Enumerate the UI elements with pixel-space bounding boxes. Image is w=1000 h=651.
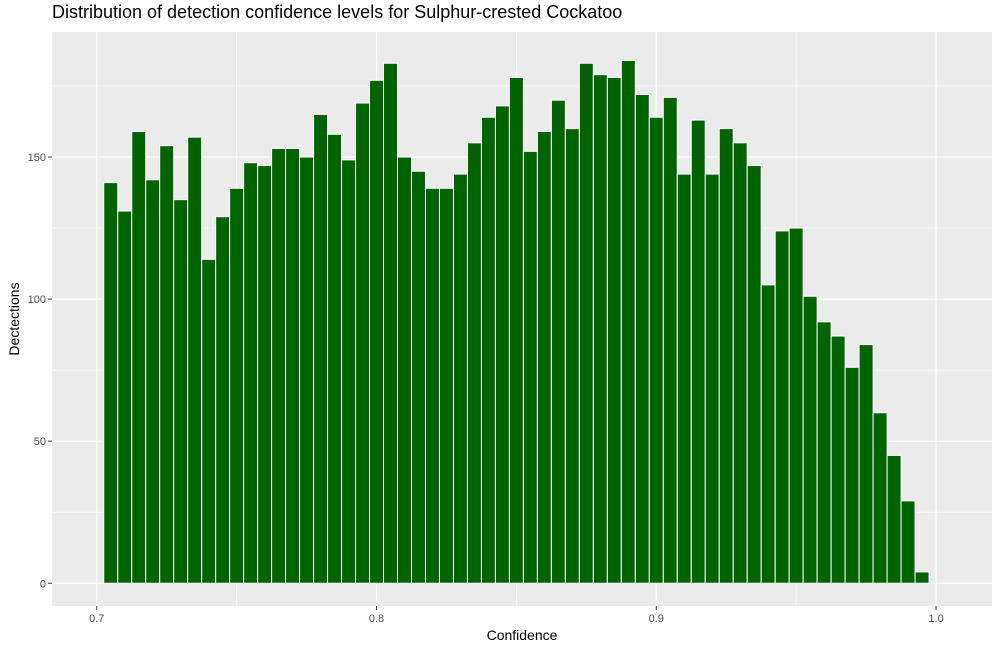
histogram-bar — [299, 156, 315, 584]
histogram-bar — [131, 130, 147, 584]
histogram-bar — [816, 321, 832, 584]
histogram-bar — [830, 335, 846, 584]
x-tick-label: 0.7 — [89, 613, 104, 625]
histogram-bar — [341, 159, 357, 584]
histogram-bar — [606, 76, 622, 584]
histogram-bar — [508, 76, 524, 584]
histogram-bar — [578, 62, 594, 584]
histogram-bar — [327, 133, 343, 584]
histogram-bar — [355, 102, 371, 584]
histogram-bar — [662, 96, 678, 584]
histogram-bar — [760, 284, 776, 584]
x-tick-label: 1.0 — [928, 613, 943, 625]
histogram-bar — [480, 116, 496, 584]
histogram-bar — [410, 170, 426, 584]
y-tick-label: 50 — [34, 436, 46, 448]
histogram-bar — [774, 230, 790, 584]
y-tick-label: 100 — [28, 294, 46, 306]
x-tick-label: 0.8 — [369, 613, 384, 625]
histogram-bar — [844, 366, 860, 584]
histogram-bar — [746, 165, 762, 584]
histogram-bar — [285, 148, 301, 584]
histogram-bars — [103, 59, 930, 584]
histogram-bar — [271, 148, 287, 584]
y-axis-title: Dectections — [6, 282, 22, 355]
histogram-bar — [858, 344, 874, 584]
histogram-bar — [732, 142, 748, 584]
histogram-bar — [117, 210, 133, 584]
histogram-bar — [690, 119, 706, 584]
histogram-bar — [704, 173, 720, 584]
histogram-bar — [452, 173, 468, 584]
histogram-bar — [243, 162, 259, 584]
histogram-bar — [620, 59, 636, 584]
histogram-bar — [438, 187, 454, 584]
histogram-bar — [788, 227, 804, 584]
y-tick-label: 0 — [40, 578, 46, 590]
histogram-bar — [676, 173, 692, 584]
histogram-bar — [592, 74, 608, 584]
histogram-bar — [187, 136, 203, 584]
y-axis: 0 50 100 150 — [28, 152, 52, 590]
x-axis-title: Confidence — [487, 627, 558, 643]
histogram-bar — [872, 412, 888, 584]
histogram-bar — [536, 130, 552, 584]
histogram-bar — [494, 105, 510, 584]
histogram-bar — [648, 116, 664, 584]
histogram-bar — [229, 187, 245, 584]
histogram-bar — [564, 128, 580, 584]
histogram-bar — [159, 145, 175, 584]
histogram-bar — [550, 99, 566, 584]
histogram-bar — [914, 571, 930, 584]
histogram-bar — [886, 454, 902, 584]
histogram-bar — [802, 295, 818, 584]
histogram-bar — [145, 179, 161, 584]
histogram-bar — [424, 187, 440, 584]
histogram-bar — [522, 150, 538, 584]
x-axis: 0.7 0.8 0.9 1.0 — [89, 606, 944, 625]
histogram-bar — [466, 142, 482, 584]
histogram-bar — [215, 216, 231, 584]
histogram-bar — [369, 79, 385, 584]
histogram-bar — [383, 62, 399, 584]
chart-title: Distribution of detection confidence lev… — [52, 2, 623, 22]
histogram-bar — [173, 199, 189, 584]
histogram-bar — [201, 258, 217, 584]
histogram-bar — [313, 113, 329, 584]
histogram-bar — [397, 156, 412, 584]
histogram-bar — [900, 500, 916, 584]
histogram-bar — [103, 182, 119, 584]
histogram-bar — [718, 128, 734, 584]
y-tick-label: 150 — [28, 152, 46, 164]
x-tick-label: 0.9 — [649, 613, 664, 625]
histogram-bar — [634, 94, 650, 584]
histogram-bar — [257, 165, 273, 584]
